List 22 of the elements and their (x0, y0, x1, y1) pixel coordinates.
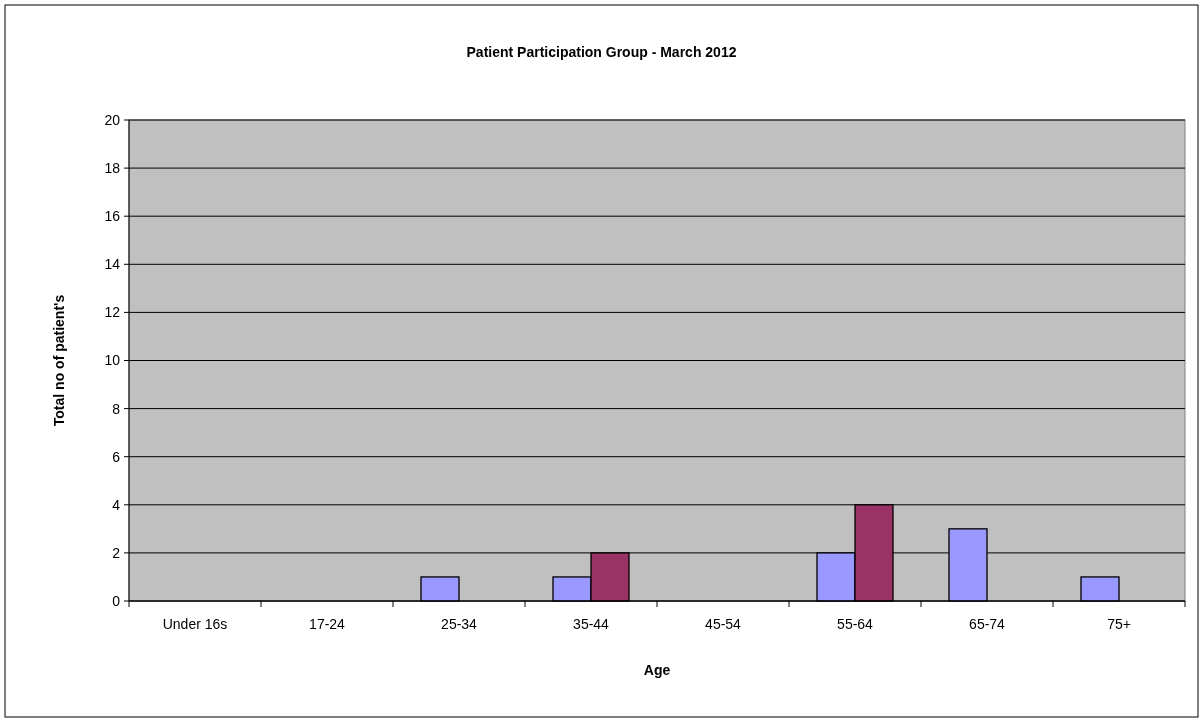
y-tick-label: 0 (112, 592, 121, 609)
y-tick-label: 8 (112, 400, 121, 417)
x-tick-label: Under 16s (162, 616, 228, 632)
y-tick-label: 20 (104, 111, 121, 128)
x-tick-label: 25-34 (441, 616, 478, 632)
x-axis-title: Age (643, 662, 671, 678)
x-tick-label: 65-74 (969, 616, 1006, 632)
y-tick-label: 10 (104, 352, 121, 369)
x-tick-label: 75+ (1107, 616, 1131, 632)
x-tick-label: 45-54 (705, 616, 742, 632)
y-tick-label: 6 (112, 448, 121, 465)
chart-title: Patient Participation Group - March 2012 (466, 44, 737, 60)
y-tick-label: 4 (112, 496, 121, 513)
y-tick-label: 18 (104, 160, 121, 176)
x-tick-label: 35-44 (573, 616, 610, 632)
y-tick-label: 16 (104, 208, 121, 225)
x-tick-label: 55-64 (837, 616, 874, 632)
y-tick-label: 2 (112, 544, 121, 561)
x-tick-label: 17-24 (309, 616, 346, 632)
y-tick-label: 14 (104, 256, 121, 273)
y-axis-title: Total no of patient's (51, 294, 67, 427)
y-tick-label: 12 (104, 304, 121, 321)
